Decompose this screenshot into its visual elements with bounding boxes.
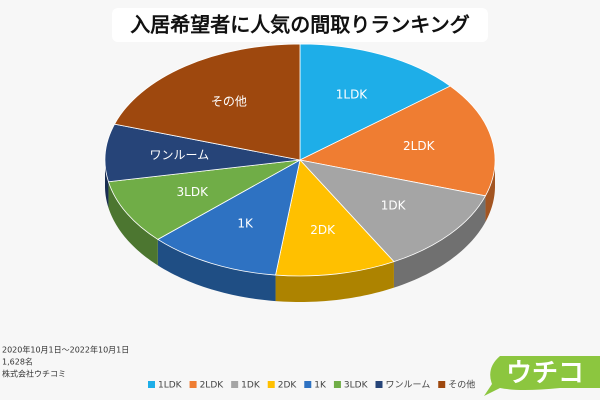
- legend-swatch: [438, 381, 446, 388]
- legend-label: 1DK: [241, 381, 261, 391]
- legend-label: 1LDK: [158, 381, 183, 391]
- legend-swatch: [375, 381, 383, 388]
- slice: [298, 159, 487, 263]
- slice: [157, 159, 301, 276]
- legend-label: ワンルーム: [386, 380, 431, 391]
- slice-label: 1DK: [381, 198, 407, 212]
- slice-label: 2LDK: [403, 139, 436, 153]
- legend-label: 2DK: [278, 381, 298, 391]
- slice-label: 1K: [237, 217, 254, 231]
- slice-label: ワンルーム: [150, 148, 210, 162]
- legend: 1LDK 2LDK 1DK 2DK 1K 3LDK ワンルーム その他: [148, 379, 475, 391]
- legend-swatch: [267, 381, 275, 388]
- legend-swatch: [189, 381, 197, 388]
- slice-side: [108, 181, 158, 266]
- slice-label: 3LDK: [177, 185, 210, 199]
- slice-label: その他: [211, 94, 247, 108]
- slice-side: [393, 195, 486, 288]
- slice-label: 1LDK: [336, 87, 369, 101]
- slice-side: [485, 160, 495, 222]
- note: 1,628名: [2, 357, 33, 367]
- legend-label: 2LDK: [200, 381, 225, 391]
- logo-bubble: [484, 356, 600, 396]
- legend-label: その他: [448, 379, 475, 391]
- legend-swatch: [148, 381, 155, 388]
- legend-label: 3LDK: [344, 381, 369, 391]
- legend-swatch: [231, 381, 239, 388]
- chart-title: 入居希望者に人気の間取りランキング: [130, 13, 469, 37]
- slice: [275, 159, 395, 277]
- slice-side: [275, 261, 394, 302]
- note: 株式会社ウチコミ: [2, 369, 66, 379]
- logo: ウチコ: [506, 359, 584, 389]
- legend-swatch: [333, 381, 341, 388]
- slice: [299, 43, 452, 161]
- pie: 1LDK 2LDK 1DK 2DK 1K 3LDK ワンルーム その他: [104, 43, 496, 302]
- slice-label: 2DK: [310, 223, 336, 237]
- slice: [104, 123, 301, 183]
- legend-swatch: [304, 381, 312, 388]
- slice: [107, 159, 301, 240]
- title-box: [112, 8, 488, 42]
- legend-label: 1K: [314, 381, 327, 391]
- note: 2020年10月1日～2022年10月1日: [2, 345, 129, 355]
- slice: [113, 43, 301, 161]
- slice: [298, 85, 496, 197]
